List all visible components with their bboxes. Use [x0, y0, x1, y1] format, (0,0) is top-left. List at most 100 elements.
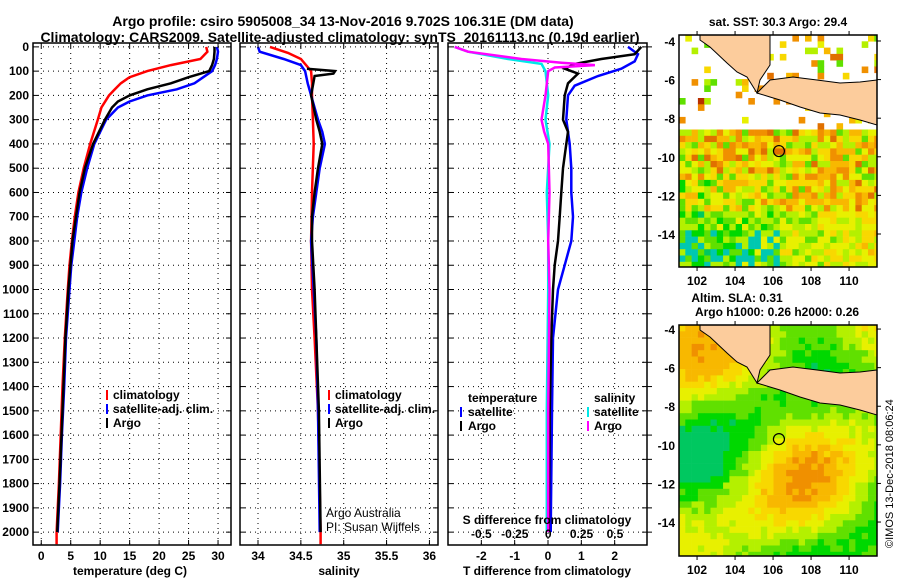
map-cell	[754, 394, 762, 401]
map-cell	[874, 413, 877, 420]
map-cell	[767, 142, 774, 149]
map-cell	[855, 129, 862, 137]
map-cell	[855, 539, 862, 546]
map-cell	[691, 501, 699, 508]
map-cell	[830, 142, 837, 149]
map-cell	[868, 545, 875, 553]
map-cell	[697, 356, 705, 364]
map-cell	[849, 249, 856, 256]
map-cell	[742, 186, 749, 193]
map-cell	[811, 325, 818, 332]
map-cell	[868, 249, 875, 256]
map-cell	[704, 457, 711, 464]
map-cell	[716, 198, 724, 206]
map-cell	[792, 501, 799, 508]
map-cell	[773, 545, 781, 553]
map-cell	[704, 406, 711, 414]
map-cell	[685, 394, 692, 401]
map-cell	[823, 532, 831, 540]
map-cell	[779, 41, 787, 48]
map-cell	[855, 413, 862, 420]
map-cell	[723, 394, 730, 401]
map-cell	[861, 532, 869, 540]
map-cell	[817, 425, 825, 433]
map-cell	[723, 255, 730, 263]
map-cell	[874, 343, 877, 351]
map-cell	[735, 444, 743, 452]
map-cell	[767, 205, 774, 212]
map-cell	[773, 362, 781, 370]
map-cell	[874, 495, 877, 502]
map-cell	[704, 154, 711, 162]
map-cell	[786, 501, 793, 508]
map-cell	[855, 186, 862, 193]
map-cell	[773, 350, 781, 357]
map-cell	[868, 217, 875, 225]
map-cell	[817, 173, 825, 181]
map-cell	[842, 337, 850, 345]
map-cell	[773, 425, 781, 433]
map-cell	[723, 488, 730, 496]
y-tick-label: -14	[658, 516, 676, 530]
map-cell	[685, 381, 692, 389]
map-cell	[805, 532, 812, 540]
map-cell	[742, 179, 749, 187]
map-cell	[716, 211, 724, 218]
map-cell	[779, 173, 787, 181]
map-cell	[697, 526, 705, 534]
map-cell	[723, 457, 730, 464]
map-cell	[760, 211, 768, 218]
map-cell	[805, 198, 812, 206]
map-cell	[836, 255, 844, 263]
map-cell	[742, 476, 749, 483]
map-cell	[754, 425, 762, 433]
map-cell	[697, 154, 705, 162]
map-cell	[861, 350, 869, 357]
map-cell	[685, 438, 692, 445]
map-cell	[748, 406, 755, 414]
map-cell	[679, 400, 686, 408]
map-cell	[685, 425, 692, 433]
map-cell	[685, 356, 692, 364]
map-cell	[830, 217, 837, 225]
map-cell	[811, 217, 818, 225]
map-cell	[773, 192, 781, 200]
map-cell	[773, 520, 781, 527]
map-cell	[704, 224, 711, 231]
map-cell	[704, 388, 711, 395]
map-cell	[817, 211, 825, 218]
map-cell	[874, 476, 877, 483]
map-cell	[798, 325, 806, 332]
map-cell	[811, 539, 818, 546]
map-cell	[823, 406, 831, 414]
map-cell	[786, 514, 793, 521]
map-cell	[716, 242, 724, 250]
map-cell	[742, 451, 749, 458]
map-cell	[767, 463, 774, 471]
map-cell	[817, 192, 825, 200]
map-cell	[729, 198, 736, 206]
map-cell	[868, 242, 875, 250]
map-cell	[805, 413, 812, 420]
map-cell	[786, 350, 793, 357]
map-cell	[748, 255, 755, 263]
map-cell	[685, 142, 692, 149]
map-cell	[798, 520, 806, 527]
map-cell	[697, 362, 705, 370]
map-cell	[742, 413, 749, 420]
map-cell	[792, 463, 799, 471]
map-cell	[836, 514, 844, 521]
map-cell	[767, 129, 774, 137]
map-cell	[748, 161, 755, 168]
map-cell	[729, 388, 736, 395]
map-cell	[710, 148, 718, 155]
map-cell	[861, 514, 869, 521]
map-cell	[767, 501, 774, 508]
map-cell	[735, 205, 743, 212]
map-cell	[742, 438, 749, 445]
map-cell	[735, 413, 743, 420]
map-cell	[874, 242, 877, 250]
map-cell	[868, 179, 875, 187]
map-cell	[868, 551, 875, 556]
map-cell	[861, 545, 869, 553]
